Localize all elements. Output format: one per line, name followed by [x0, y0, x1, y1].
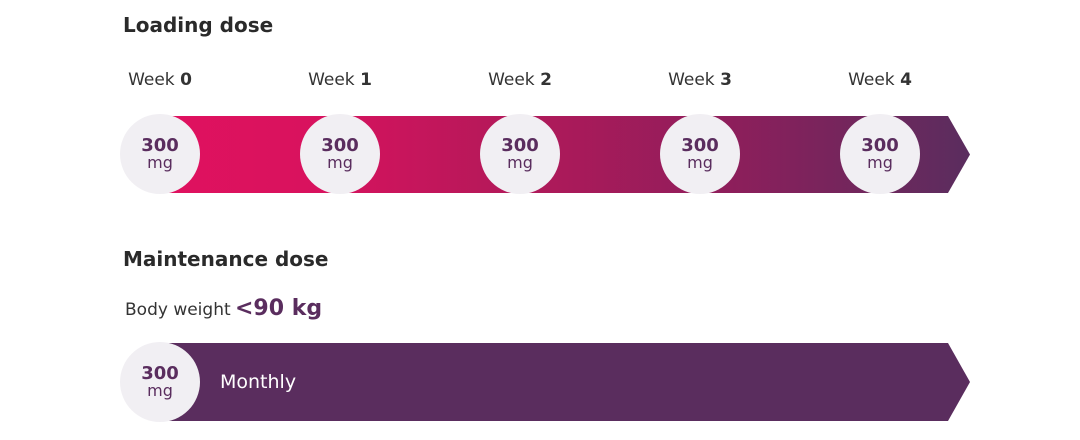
week-number: 3 — [720, 70, 732, 90]
week-word: Week — [668, 70, 715, 90]
dose-value: 300 — [681, 135, 719, 156]
dose-value: 300 — [861, 135, 899, 156]
loading-dose-circle: 300 mg — [840, 114, 920, 194]
week-label: Week 4 — [820, 70, 940, 90]
maintenance-dose-circle: 300 mg — [120, 342, 200, 422]
maintenance-timeline-arrow — [160, 343, 970, 421]
loading-dose-circle: 300 mg — [120, 114, 200, 194]
dose-unit: mg — [147, 153, 173, 172]
dose-unit: mg — [327, 153, 353, 172]
dose-unit: mg — [867, 153, 893, 172]
week-label: Week 1 — [280, 70, 400, 90]
week-number: 4 — [900, 70, 912, 90]
dose-value: 300 — [321, 135, 359, 156]
week-number: 2 — [540, 70, 552, 90]
dose-unit: mg — [507, 153, 533, 172]
week-word: Week — [308, 70, 355, 90]
dose-unit: mg — [687, 153, 713, 172]
loading-dose-circle: 300 mg — [480, 114, 560, 194]
dose-value: 300 — [141, 135, 179, 156]
week-word: Week — [848, 70, 895, 90]
loading-dose-circle: 300 mg — [300, 114, 380, 194]
week-word: Week — [128, 70, 175, 90]
week-label: Week 3 — [640, 70, 760, 90]
dose-unit: mg — [147, 381, 173, 400]
body-weight-value: <90 kg — [235, 296, 323, 321]
frequency-label: Monthly — [220, 371, 297, 393]
week-word: Week — [488, 70, 535, 90]
dose-value: 300 — [501, 135, 539, 156]
week-label: Week 2 — [460, 70, 580, 90]
dose-value: 300 — [141, 363, 179, 384]
loading-timeline-arrow — [160, 116, 970, 193]
loading-dose-title: Loading dose — [123, 13, 274, 37]
loading-dose-circle: 300 mg — [660, 114, 740, 194]
body-weight-label: Body weight — [125, 300, 231, 320]
maintenance-dose-title: Maintenance dose — [123, 247, 329, 271]
week-number: 1 — [360, 70, 372, 90]
week-label: Week 0 — [100, 70, 220, 90]
week-number: 0 — [180, 70, 192, 90]
